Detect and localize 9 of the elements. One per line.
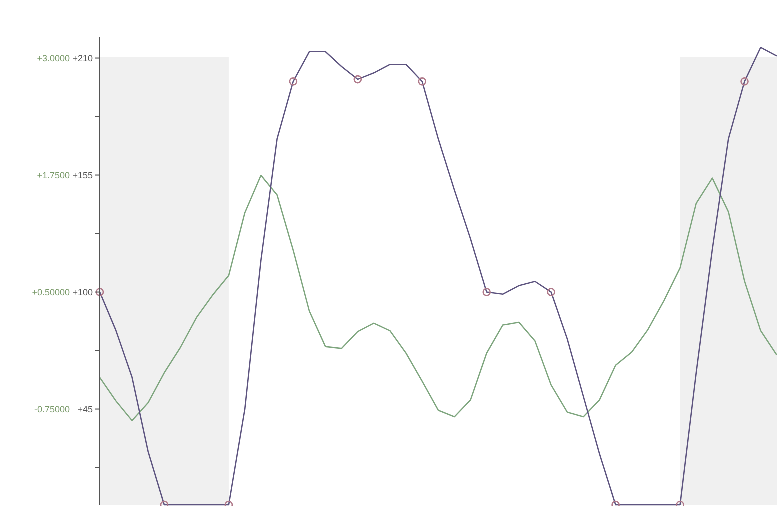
line-series [99,174,778,422]
y2-tick-label: +3.0000 [37,54,70,64]
y-tick-label: +100 [72,287,93,298]
y-tick-label: +155 [72,170,93,180]
y-tick-label: +45 [78,404,93,414]
y2-tick-label: -0.75000 [34,404,70,415]
y-tick-label: +210 [72,53,93,64]
y2-tick-label: +1.7500 [37,170,70,181]
y2-tick-label: +0.50000 [32,288,70,298]
